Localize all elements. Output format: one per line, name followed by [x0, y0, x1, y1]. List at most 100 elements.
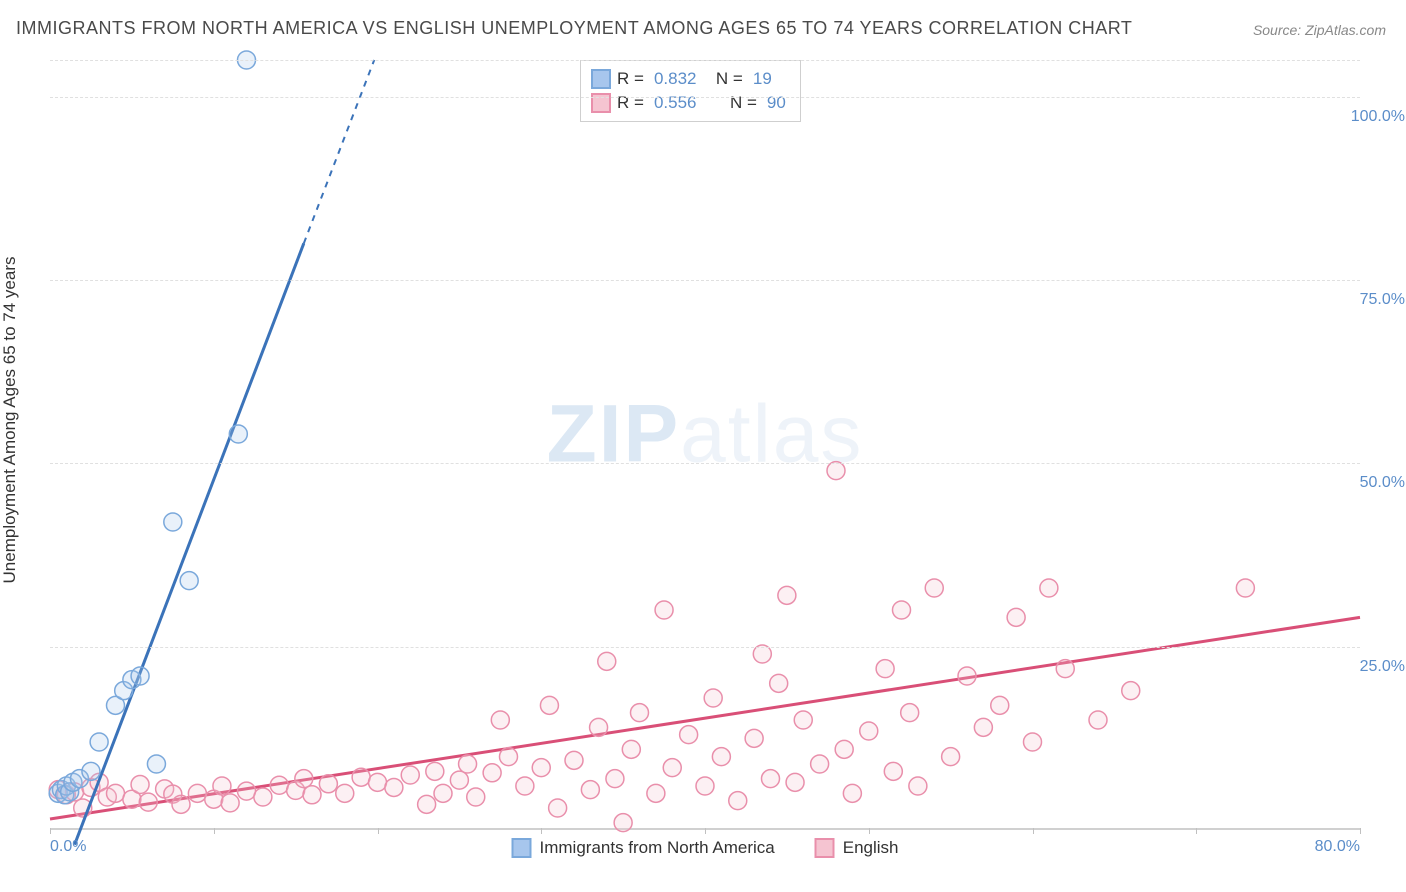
data-point: [958, 667, 976, 685]
data-point: [663, 759, 681, 777]
x-tick-mark: [1033, 828, 1034, 834]
xlegend-label-1: Immigrants from North America: [540, 838, 775, 858]
r-value-1: 0.832: [654, 69, 697, 89]
data-point: [131, 667, 149, 685]
data-point: [385, 778, 403, 796]
data-point: [1007, 608, 1025, 626]
plot-area: ZIPatlas R = 0.832 N = 19 R = 0.556 0 N …: [50, 60, 1360, 830]
swatch-series-1: [591, 69, 611, 89]
data-point: [369, 773, 387, 791]
data-point: [680, 726, 698, 744]
x-tick-mark: [1360, 828, 1361, 834]
data-point: [319, 775, 337, 793]
data-point: [221, 794, 239, 812]
data-point: [450, 771, 468, 789]
x-tick-mark: [214, 828, 215, 834]
data-point: [942, 748, 960, 766]
data-point: [811, 755, 829, 773]
data-point: [426, 762, 444, 780]
data-point: [483, 764, 501, 782]
data-point: [238, 782, 256, 800]
legend-stats-row-1: R = 0.832 N = 19: [591, 67, 790, 91]
data-point: [884, 762, 902, 780]
y-axis-label: Unemployment Among Ages 65 to 74 years: [0, 257, 20, 584]
data-point: [786, 773, 804, 791]
data-point: [729, 792, 747, 810]
data-point: [991, 696, 1009, 714]
data-point: [213, 777, 231, 795]
scatter-chart-svg: [50, 60, 1360, 828]
data-point: [336, 784, 354, 802]
data-point: [401, 766, 419, 784]
gridline: [50, 647, 1360, 648]
data-point: [753, 645, 771, 663]
data-point: [418, 795, 436, 813]
data-point: [229, 425, 247, 443]
data-point: [1236, 579, 1254, 597]
y-tick-label: 50.0%: [1360, 474, 1405, 492]
data-point: [901, 704, 919, 722]
x-tick-mark: [378, 828, 379, 834]
n-value-1: 19: [753, 69, 772, 89]
data-point: [459, 755, 477, 773]
data-point: [860, 722, 878, 740]
data-point: [180, 572, 198, 590]
data-point: [434, 784, 452, 802]
data-point: [827, 462, 845, 480]
data-point: [467, 788, 485, 806]
x-tick-label: 0.0%: [50, 838, 86, 856]
data-point: [843, 784, 861, 802]
gridline: [50, 60, 1360, 61]
data-point: [893, 601, 911, 619]
x-tick-mark: [705, 828, 706, 834]
x-tick-label: 80.0%: [1315, 838, 1360, 856]
data-point: [1056, 660, 1074, 678]
data-point: [794, 711, 812, 729]
data-point: [778, 586, 796, 604]
data-point: [590, 718, 608, 736]
data-point: [139, 793, 157, 811]
trend-line-dashed: [304, 60, 374, 243]
y-tick-label: 100.0%: [1351, 108, 1405, 126]
data-point: [500, 748, 518, 766]
data-point: [532, 759, 550, 777]
data-point: [909, 777, 927, 795]
swatch-xlegend-2: [815, 838, 835, 858]
x-tick-mark: [50, 828, 51, 834]
data-point: [172, 795, 190, 813]
data-point: [655, 601, 673, 619]
data-point: [540, 696, 558, 714]
data-point: [581, 781, 599, 799]
data-point: [303, 786, 321, 804]
data-point: [696, 777, 714, 795]
data-point: [762, 770, 780, 788]
data-point: [606, 770, 624, 788]
data-point: [270, 776, 288, 794]
gridline: [50, 97, 1360, 98]
x-tick-mark: [869, 828, 870, 834]
data-point: [925, 579, 943, 597]
page-title: IMMIGRANTS FROM NORTH AMERICA VS ENGLISH…: [16, 18, 1132, 39]
data-point: [131, 776, 149, 794]
data-point: [974, 718, 992, 736]
data-point: [147, 755, 165, 773]
data-point: [188, 784, 206, 802]
data-point: [704, 689, 722, 707]
data-point: [614, 814, 632, 832]
xlegend-item-2: English: [815, 838, 899, 858]
xlegend-item-1: Immigrants from North America: [512, 838, 775, 858]
data-point: [90, 733, 108, 751]
trend-line: [75, 243, 304, 844]
data-point: [876, 660, 894, 678]
data-point: [516, 777, 534, 795]
data-point: [1040, 579, 1058, 597]
xlegend-label-2: English: [843, 838, 899, 858]
y-tick-label: 25.0%: [1360, 658, 1405, 676]
data-point: [631, 704, 649, 722]
source-credit: Source: ZipAtlas.com: [1253, 22, 1386, 38]
x-tick-mark: [541, 828, 542, 834]
data-point: [835, 740, 853, 758]
data-point: [647, 784, 665, 802]
data-point: [1089, 711, 1107, 729]
data-point: [745, 729, 763, 747]
